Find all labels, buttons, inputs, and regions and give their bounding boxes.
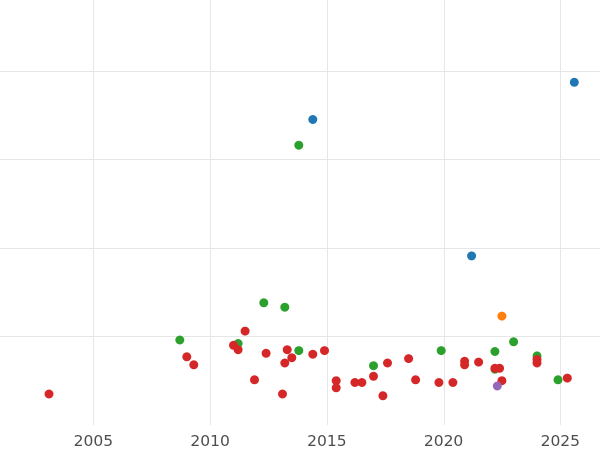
- scatter-point: [280, 358, 290, 368]
- scatter-point: [182, 352, 192, 362]
- x-tick-label: 2005: [74, 432, 113, 450]
- scatter-point: [509, 337, 519, 347]
- scatter-point: [495, 363, 505, 373]
- x-tick-label: 2010: [190, 432, 229, 450]
- scatter-point: [233, 345, 243, 355]
- scatter-point: [294, 140, 304, 150]
- scatter-point: [569, 77, 579, 87]
- x-tick-label: 2025: [541, 432, 580, 450]
- scatter-point: [369, 361, 378, 371]
- scatter-point: [308, 115, 318, 124]
- scatter-point: [320, 346, 329, 356]
- scatter-point: [357, 378, 367, 387]
- scatter-point: [474, 357, 484, 367]
- scatter-point: [460, 360, 470, 370]
- scatter-point: [175, 335, 185, 345]
- scatter-point: [308, 349, 318, 359]
- scatter-point: [497, 311, 507, 321]
- scatter-point: [492, 381, 502, 391]
- scatter-point: [331, 383, 341, 393]
- scatter-point: [250, 375, 259, 385]
- scatter-point: [240, 326, 250, 336]
- x-tick-labels: 2005 2010 2015 2020 2025: [74, 432, 580, 450]
- scatter-point: [331, 376, 341, 386]
- scatter-point: [287, 353, 297, 363]
- scatter-point: [282, 345, 292, 355]
- x-tick-label: 2020: [424, 432, 463, 450]
- scatter-point: [261, 348, 271, 358]
- scatter-point: [350, 378, 360, 387]
- scatter-point: [383, 358, 392, 368]
- scatter-point: [278, 389, 287, 399]
- scatter-point: [280, 302, 290, 312]
- scatter-point: [411, 375, 421, 385]
- scatter-point: [467, 251, 477, 261]
- scatter-point: [532, 358, 542, 368]
- scatter-point: [448, 378, 458, 387]
- marks-layer: [44, 77, 579, 401]
- scatter-point: [490, 347, 500, 356]
- scatter-point: [259, 298, 269, 308]
- scatter-point: [294, 346, 304, 356]
- scatter-point: [553, 375, 563, 385]
- grid-layer: [0, 0, 600, 425]
- scatter-point: [404, 354, 414, 364]
- scatter-point: [436, 346, 446, 356]
- scatter-point: [562, 373, 572, 383]
- scatter-point: [44, 389, 54, 399]
- x-tick-label: 2015: [307, 432, 346, 450]
- scatter-point: [189, 360, 199, 370]
- scatter-point: [378, 391, 388, 401]
- scatter-point: [434, 378, 444, 387]
- scatter-point: [369, 371, 378, 381]
